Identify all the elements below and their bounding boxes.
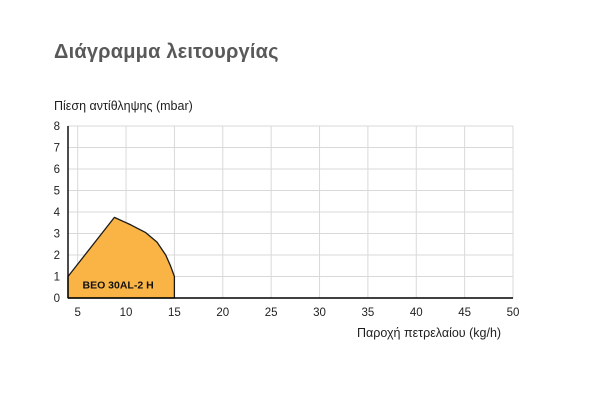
x-tick-label: 40 bbox=[410, 307, 423, 319]
x-tick-label: 10 bbox=[120, 307, 133, 319]
axes bbox=[67, 126, 513, 299]
x-tick-label: 35 bbox=[361, 307, 374, 319]
x-tick-label: 50 bbox=[507, 307, 520, 319]
y-tick-label: 7 bbox=[54, 143, 60, 155]
y-tick-label: 3 bbox=[54, 229, 60, 241]
series-areas bbox=[67, 216, 176, 299]
y-tick-label: 2 bbox=[54, 250, 60, 262]
y-axis-label: Πίεση αντίθληψης (mbar) bbox=[54, 99, 193, 113]
x-tick-label: 30 bbox=[313, 307, 326, 319]
y-tick-label: 5 bbox=[54, 186, 60, 198]
x-tick-label: 5 bbox=[74, 307, 80, 319]
series-labels: BEO 30AL-2 H bbox=[83, 279, 154, 291]
x-tick-label: 25 bbox=[265, 307, 278, 319]
x-tick-label: 20 bbox=[216, 307, 229, 319]
page-title: Διάγραμμα λειτουργίας bbox=[54, 41, 279, 63]
y-tick-labels: 0 1 2 3 4 5 6 7 8 bbox=[54, 121, 61, 305]
x-axis-label: Παροχή πετρελαίου (kg/h) bbox=[357, 326, 502, 340]
y-tick-label: 4 bbox=[54, 207, 61, 219]
x-tick-label: 15 bbox=[168, 307, 181, 319]
y-tick-label: 1 bbox=[54, 272, 60, 284]
series-area bbox=[67, 216, 176, 299]
y-tick-label: 0 bbox=[54, 293, 60, 305]
y-tick-label: 8 bbox=[54, 121, 60, 133]
x-tick-label: 45 bbox=[458, 307, 471, 319]
x-tick-labels: 5 10 15 20 25 30 35 40 45 50 bbox=[74, 307, 519, 319]
series-label: BEO 30AL-2 H bbox=[83, 279, 154, 291]
y-tick-label: 6 bbox=[54, 164, 60, 176]
